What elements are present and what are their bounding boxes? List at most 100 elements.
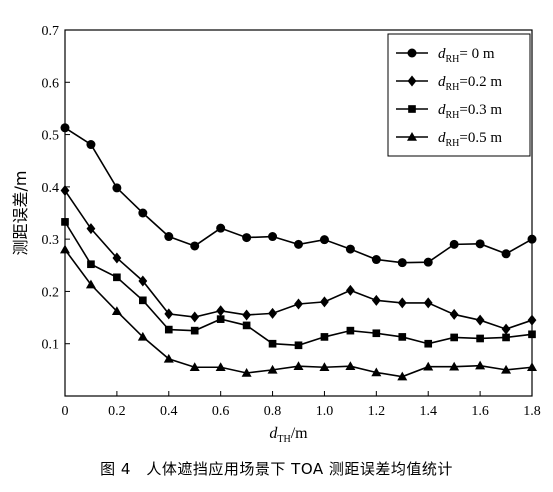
data-point-triangle [319, 362, 330, 371]
x-tick-label: 1.0 [316, 404, 334, 419]
data-point-circle [60, 123, 70, 133]
data-point-diamond [164, 308, 174, 320]
data-point-triangle [60, 244, 70, 254]
data-point-circle [242, 233, 252, 243]
series-square [61, 218, 536, 350]
data-point-square [268, 339, 277, 348]
data-point-diamond [475, 314, 485, 326]
data-point-diamond [86, 223, 96, 235]
y-tick-label: 0.2 [42, 285, 60, 300]
data-point-square [528, 330, 536, 339]
x-tick-label: 0.6 [212, 404, 230, 419]
data-point-circle [164, 232, 174, 242]
series-diamond [60, 185, 537, 335]
data-point-circle [190, 241, 200, 251]
data-point-square [61, 218, 69, 226]
line-chart: 0 0.2 0.4 0.6 0.8 1.0 1.2 1.4 1.6 1.8 0.1 0.2 0.3 0.4… [11, 24, 541, 445]
data-point-diamond [60, 185, 70, 197]
plot-series [60, 123, 537, 381]
axes: 0 0.2 0.4 0.6 0.8 1.0 1.2 1.4 1.6 1.8 0.1 0.2 0.3 0.4… [11, 24, 541, 445]
data-point-circle [527, 234, 537, 244]
data-point-diamond [216, 305, 226, 317]
series-line [64, 249, 533, 378]
data-point-circle [268, 232, 278, 242]
y-tick-label: 0.1 [42, 338, 60, 353]
x-tick-label: 1.4 [419, 404, 437, 419]
data-point-circle [216, 223, 226, 233]
data-point-triangle [111, 306, 122, 316]
data-point-diamond [371, 294, 381, 306]
y-tick-label: 0.5 [42, 129, 60, 144]
data-point-triangle [501, 364, 512, 374]
data-point-square [242, 321, 251, 330]
data-point-diamond [449, 308, 459, 320]
legend-label: dRH=0.5 m [438, 130, 502, 149]
series-circle [60, 123, 537, 268]
data-point-circle [501, 249, 511, 259]
data-point-circle [294, 239, 303, 249]
data-point-diamond [423, 297, 433, 309]
data-point-triangle [527, 362, 537, 371]
legend-label: dRH= 0 m [438, 46, 495, 65]
data-point-diamond [294, 298, 303, 310]
data-point-diamond [242, 309, 252, 321]
y-tick-label: 0.3 [42, 233, 60, 248]
legend: dRH= 0 m dRH=0.2 m dRH=0.3 m dRH=0.5 m [387, 33, 531, 157]
data-point-triangle [345, 361, 356, 370]
data-point-triangle [189, 362, 200, 371]
data-point-circle [112, 183, 122, 193]
data-point-square [450, 333, 458, 342]
x-tick-label: 0 [62, 404, 69, 419]
data-point-circle [407, 48, 417, 58]
legend-item: dRH=0.2 m [396, 74, 502, 93]
plot-frame [64, 29, 533, 397]
data-point-square [216, 315, 225, 323]
data-point-diamond [407, 75, 417, 87]
data-point-triangle [241, 367, 252, 377]
data-point-square [87, 260, 95, 269]
legend-item: dRH=0.5 m [396, 130, 502, 149]
x-tick-label: 0.4 [160, 404, 178, 419]
series-triangle [60, 244, 537, 381]
data-point-square [139, 296, 147, 305]
data-point-diamond [268, 307, 277, 319]
x-axis-label: dTH/m [269, 425, 308, 445]
data-point-diamond [112, 252, 122, 264]
data-point-circle [138, 208, 148, 218]
data-point-triangle [137, 331, 148, 341]
x-tick-label: 0.2 [108, 404, 126, 419]
figure-caption: 图 4 人体遮挡应用场景下 TOA 测距误差均值统计 [100, 460, 453, 478]
data-point-triangle [407, 132, 417, 141]
data-point-diamond [397, 297, 407, 309]
data-point-circle [371, 255, 381, 265]
data-point-square [476, 334, 484, 343]
x-tick-label: 1.8 [523, 404, 541, 419]
data-point-triangle [163, 353, 174, 363]
data-point-diamond [138, 275, 148, 287]
data-point-square [424, 339, 433, 348]
data-point-circle [449, 239, 459, 249]
legend-item: dRH=0.3 m [396, 102, 502, 121]
data-point-triangle [85, 279, 96, 289]
x-tick-label: 0.8 [264, 404, 282, 419]
data-point-diamond [345, 284, 355, 296]
data-point-square [372, 329, 381, 338]
y-tick-label: 0.7 [42, 24, 60, 39]
data-point-circle [319, 235, 329, 245]
data-point-square [346, 326, 355, 335]
legend-item: dRH= 0 m [396, 46, 495, 65]
y-axis-label: 测距误差/m [11, 171, 30, 256]
data-point-diamond [320, 296, 329, 308]
x-tick-label: 1.2 [368, 404, 386, 419]
data-point-square [398, 333, 407, 341]
data-point-square [320, 333, 329, 341]
data-point-square [408, 105, 416, 113]
data-point-triangle [475, 360, 486, 370]
legend-label: dRH=0.2 m [438, 74, 502, 93]
data-point-triangle [215, 362, 226, 371]
data-point-triangle [293, 361, 304, 370]
data-point-triangle [449, 361, 460, 371]
data-point-circle [423, 257, 433, 267]
data-point-square [190, 326, 199, 335]
data-point-circle [345, 244, 355, 254]
